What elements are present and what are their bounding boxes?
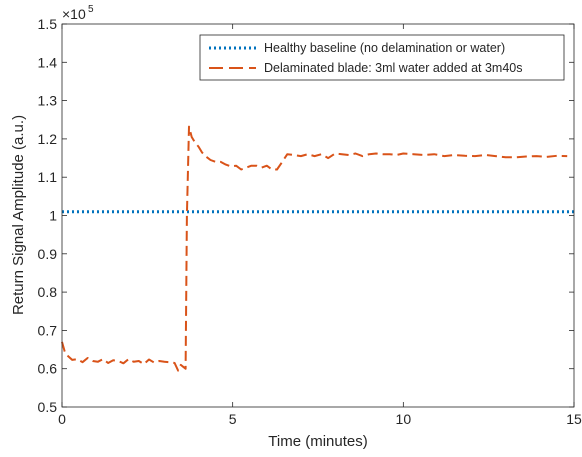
y-tick-label: 0.7 (38, 322, 58, 338)
x-axis-title: Time (minutes) (268, 433, 367, 450)
x-tick-label: 10 (396, 411, 412, 427)
series-line-delaminated (61, 125, 568, 372)
x-tick-label: 5 (229, 411, 237, 427)
y-tick-label: 0.8 (38, 284, 58, 300)
x-tick-label: 0 (58, 411, 66, 427)
legend-label-delaminated: Delaminated blade: 3ml water added at 3m… (264, 61, 522, 75)
y-tick-label: 1.3 (38, 93, 58, 109)
y-tick-label: 1.5 (38, 16, 58, 32)
axes-layer: 0 5 10 15 0.5 0.6 0.7 0.8 0.9 1 1.1 1.2 1.3 1.4 1.5 (38, 16, 582, 427)
y-tick-label: 0.9 (38, 246, 58, 262)
legend-box (199, 34, 565, 81)
legend-label-baseline: Healthy baseline (no delamination or wat… (264, 41, 505, 55)
y-tick-label: 1 (49, 208, 57, 224)
exponent-power: 5 (88, 4, 94, 15)
y-tick-label: 0.5 (38, 399, 58, 415)
y-tick-label: 1.1 (38, 169, 58, 185)
plot-area (62, 24, 574, 407)
x-tick-label: 15 (566, 411, 582, 427)
exponent-base: ×10 (62, 6, 86, 22)
y-tick-label: 0.6 (38, 361, 58, 377)
y-axis-title: Return Signal Amplitude (a.u.) (10, 115, 27, 315)
series-layer (61, 125, 574, 372)
y-tick-label: 1.2 (38, 131, 58, 147)
legend: Healthy baseline (no delamination or wat… (199, 34, 565, 81)
y-tick-label: 1.4 (38, 54, 58, 70)
